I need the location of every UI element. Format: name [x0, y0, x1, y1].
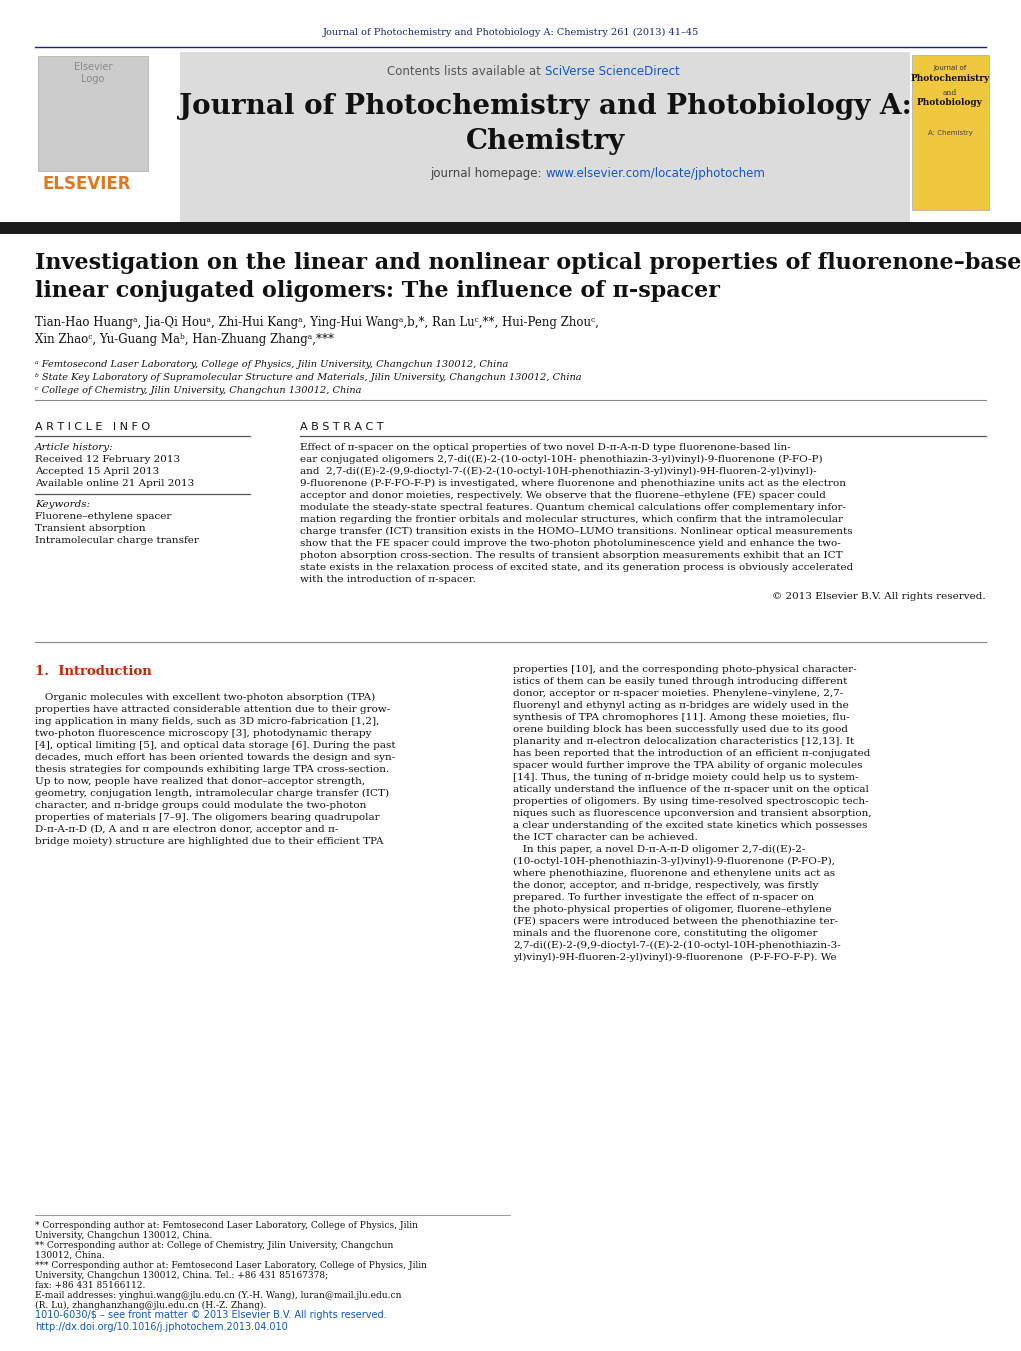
- Text: Intramolecular charge transfer: Intramolecular charge transfer: [35, 536, 199, 544]
- Text: Transient absorption: Transient absorption: [35, 524, 146, 534]
- Text: Photobiology: Photobiology: [917, 99, 983, 107]
- Text: ** Corresponding author at: College of Chemistry, Jilin University, Changchun: ** Corresponding author at: College of C…: [35, 1242, 393, 1250]
- Text: * Corresponding author at: Femtosecond Laser Laboratory, College of Physics, Jil: * Corresponding author at: Femtosecond L…: [35, 1221, 418, 1229]
- Text: donor, acceptor or π-spacer moieties. Phenylene–vinylene, 2,7-: donor, acceptor or π-spacer moieties. Ph…: [513, 689, 843, 698]
- Text: 9-fluorenone (P-F-FO-F-P) is investigated, where fluorenone and phenothiazine un: 9-fluorenone (P-F-FO-F-P) is investigate…: [300, 480, 846, 488]
- Text: ing application in many fields, such as 3D micro-fabrication [1,2],: ing application in many fields, such as …: [35, 717, 380, 725]
- Text: the ICT character can be achieved.: the ICT character can be achieved.: [513, 834, 697, 842]
- Text: (R. Lu), zhanghanzhang@jlu.edu.cn (H.-Z. Zhang).: (R. Lu), zhanghanzhang@jlu.edu.cn (H.-Z.…: [35, 1301, 266, 1310]
- Text: show that the FE spacer could improve the two-photon photoluminescence yield and: show that the FE spacer could improve th…: [300, 539, 840, 549]
- Text: 2,7-di((E)-2-(9,9-dioctyl-7-((E)-2-(10-octyl-10H-phenothiazin-3-: 2,7-di((E)-2-(9,9-dioctyl-7-((E)-2-(10-o…: [513, 942, 840, 950]
- Text: SciVerse ScienceDirect: SciVerse ScienceDirect: [545, 65, 680, 78]
- Text: properties [10], and the corresponding photo-physical character-: properties [10], and the corresponding p…: [513, 665, 857, 674]
- Text: the photo-physical properties of oligomer, fluorene–ethylene: the photo-physical properties of oligome…: [513, 905, 832, 915]
- Text: 1010-6030/$ – see front matter © 2013 Elsevier B.V. All rights reserved.: 1010-6030/$ – see front matter © 2013 El…: [35, 1310, 387, 1320]
- Text: spacer would further improve the TPA ability of organic molecules: spacer would further improve the TPA abi…: [513, 761, 863, 770]
- Text: (10-octyl-10H-phenothiazin-3-yl)vinyl)-9-fluorenone (P-FO-P),: (10-octyl-10H-phenothiazin-3-yl)vinyl)-9…: [513, 857, 835, 866]
- Text: (FE) spacers were introduced between the phenothiazine ter-: (FE) spacers were introduced between the…: [513, 917, 838, 927]
- Text: A B S T R A C T: A B S T R A C T: [300, 422, 384, 432]
- Text: decades, much effort has been oriented towards the design and syn-: decades, much effort has been oriented t…: [35, 753, 395, 762]
- Text: Article history:: Article history:: [35, 443, 113, 453]
- Text: planarity and π-electron delocalization characteristics [12,13]. It: planarity and π-electron delocalization …: [513, 738, 855, 746]
- Text: ᶜ College of Chemistry, Jilin University, Changchun 130012, China: ᶜ College of Chemistry, Jilin University…: [35, 386, 361, 394]
- Text: D-π-A-π-D (D, A and π are electron donor, acceptor and π-: D-π-A-π-D (D, A and π are electron donor…: [35, 825, 338, 834]
- Text: Fluorene–ethylene spacer: Fluorene–ethylene spacer: [35, 512, 172, 521]
- Text: Xin Zhaoᶜ, Yu-Guang Maᵇ, Han-Zhuang Zhangᵃ,***: Xin Zhaoᶜ, Yu-Guang Maᵇ, Han-Zhuang Zhan…: [35, 332, 334, 346]
- Text: [14]. Thus, the tuning of π-bridge moiety could help us to system-: [14]. Thus, the tuning of π-bridge moiet…: [513, 773, 859, 782]
- Text: bridge moiety) structure are highlighted due to their efficient TPA: bridge moiety) structure are highlighted…: [35, 838, 384, 846]
- Bar: [35, 51, 180, 222]
- Text: University, Changchun 130012, China. Tel.: +86 431 85167378;: University, Changchun 130012, China. Tel…: [35, 1271, 328, 1279]
- Text: fluorenyl and ethynyl acting as π-bridges are widely used in the: fluorenyl and ethynyl acting as π-bridge…: [513, 701, 848, 711]
- Text: Organic molecules with excellent two-photon absorption (TPA): Organic molecules with excellent two-pho…: [35, 693, 376, 703]
- Text: thesis strategies for compounds exhibiting large TPA cross-section.: thesis strategies for compounds exhibiti…: [35, 765, 389, 774]
- Text: http://dx.doi.org/10.1016/j.jphotochem.2013.04.010: http://dx.doi.org/10.1016/j.jphotochem.2…: [35, 1323, 288, 1332]
- Text: linear conjugated oligomers: The influence of π-spacer: linear conjugated oligomers: The influen…: [35, 280, 720, 303]
- Text: Elsevier
Logo: Elsevier Logo: [74, 62, 112, 84]
- Text: fax: +86 431 85166112.: fax: +86 431 85166112.: [35, 1281, 145, 1290]
- Text: properties of oligomers. By using time-resolved spectroscopic tech-: properties of oligomers. By using time-r…: [513, 797, 869, 807]
- Text: Tian-Hao Huangᵃ, Jia-Qi Houᵃ, Zhi-Hui Kangᵃ, Ying-Hui Wangᵃ,b,*, Ran Luᶜ,**, Hui: Tian-Hao Huangᵃ, Jia-Qi Houᵃ, Zhi-Hui Ka…: [35, 316, 599, 330]
- Text: E-mail addresses: yinghui.wang@jlu.edu.cn (Y.-H. Wang), luran@mail.jlu.edu.cn: E-mail addresses: yinghui.wang@jlu.edu.c…: [35, 1292, 401, 1300]
- Text: istics of them can be easily tuned through introducing different: istics of them can be easily tuned throu…: [513, 677, 847, 686]
- Text: 130012, China.: 130012, China.: [35, 1251, 105, 1260]
- Text: ᵇ State Key Laboratory of Supramolecular Structure and Materials, Jilin Universi: ᵇ State Key Laboratory of Supramolecular…: [35, 373, 582, 382]
- Text: A R T I C L E   I N F O: A R T I C L E I N F O: [35, 422, 150, 432]
- Text: Received 12 February 2013: Received 12 February 2013: [35, 455, 180, 463]
- Text: Chemistry: Chemistry: [466, 128, 625, 155]
- Text: properties have attracted considerable attention due to their grow-: properties have attracted considerable a…: [35, 705, 390, 713]
- Text: *** Corresponding author at: Femtosecond Laser Laboratory, College of Physics, J: *** Corresponding author at: Femtosecond…: [35, 1260, 427, 1270]
- Text: Keywords:: Keywords:: [35, 500, 90, 509]
- Text: synthesis of TPA chromophores [11]. Among these moieties, flu-: synthesis of TPA chromophores [11]. Amon…: [513, 713, 849, 721]
- Text: Journal of Photochemistry and Photobiology A: Chemistry 261 (2013) 41–45: Journal of Photochemistry and Photobiolo…: [323, 28, 698, 36]
- Bar: [912, 55, 989, 209]
- Text: minals and the fluorenone core, constituting the oligomer: minals and the fluorenone core, constitu…: [513, 929, 818, 938]
- Text: atically understand the influence of the π-spacer unit on the optical: atically understand the influence of the…: [513, 785, 869, 794]
- Text: orene building block has been successfully used due to its good: orene building block has been successful…: [513, 725, 848, 734]
- Text: and  2,7-di((E)-2-(9,9-dioctyl-7-((E)-2-(10-octyl-10H-phenothiazin-3-yl)vinyl)-9: and 2,7-di((E)-2-(9,9-dioctyl-7-((E)-2-(…: [300, 467, 817, 476]
- Text: In this paper, a novel D-π-A-π-D oligomer 2,7-di((E)-2-: In this paper, a novel D-π-A-π-D oligome…: [513, 844, 806, 854]
- Text: 1.  Introduction: 1. Introduction: [35, 665, 152, 678]
- Text: Photochemistry: Photochemistry: [911, 74, 989, 82]
- Bar: [38, 55, 148, 172]
- Text: Investigation on the linear and nonlinear optical properties of fluorenone–based: Investigation on the linear and nonlinea…: [35, 253, 1021, 274]
- Text: charge transfer (ICT) transition exists in the HOMO–LUMO transitions. Nonlinear : charge transfer (ICT) transition exists …: [300, 527, 853, 536]
- Text: with the introduction of π-spacer.: with the introduction of π-spacer.: [300, 576, 476, 584]
- Text: acceptor and donor moieties, respectively. We observe that the fluorene–ethylene: acceptor and donor moieties, respectivel…: [300, 490, 826, 500]
- Text: geometry, conjugation length, intramolecular charge transfer (ICT): geometry, conjugation length, intramolec…: [35, 789, 389, 798]
- Text: [4], optical limiting [5], and optical data storage [6]. During the past: [4], optical limiting [5], and optical d…: [35, 740, 395, 750]
- Text: © 2013 Elsevier B.V. All rights reserved.: © 2013 Elsevier B.V. All rights reserved…: [772, 592, 986, 601]
- Text: a clear understanding of the excited state kinetics which possesses: a clear understanding of the excited sta…: [513, 821, 868, 830]
- Text: two-photon fluorescence microscopy [3], photodynamic therapy: two-photon fluorescence microscopy [3], …: [35, 730, 372, 738]
- Text: ear conjugated oligomers 2,7-di((E)-2-(10-octyl-10H- phenothiazin-3-yl)vinyl)-9-: ear conjugated oligomers 2,7-di((E)-2-(1…: [300, 455, 823, 465]
- Text: mation regarding the frontier orbitals and molecular structures, which confirm t: mation regarding the frontier orbitals a…: [300, 515, 843, 524]
- Text: Effect of π-spacer on the optical properties of two novel D-π-A-π-D type fluoren: Effect of π-spacer on the optical proper…: [300, 443, 790, 453]
- Text: A: Chemistry: A: Chemistry: [927, 130, 972, 136]
- Text: journal homepage:: journal homepage:: [430, 168, 545, 180]
- Text: photon absorption cross-section. The results of transient absorption measurement: photon absorption cross-section. The res…: [300, 551, 842, 561]
- Text: has been reported that the introduction of an efficient π-conjugated: has been reported that the introduction …: [513, 748, 870, 758]
- Text: www.elsevier.com/locate/jphotochem: www.elsevier.com/locate/jphotochem: [545, 168, 765, 180]
- Text: where phenothiazine, fluorenone and ethenylene units act as: where phenothiazine, fluorenone and ethe…: [513, 869, 835, 878]
- Text: Up to now, people have realized that donor–acceptor strength,: Up to now, people have realized that don…: [35, 777, 366, 786]
- Text: Journal of: Journal of: [933, 65, 967, 72]
- Text: ELSEVIER: ELSEVIER: [42, 176, 131, 193]
- Text: Available online 21 April 2013: Available online 21 April 2013: [35, 480, 194, 488]
- Text: modulate the steady-state spectral features. Quantum chemical calculations offer: modulate the steady-state spectral featu…: [300, 503, 846, 512]
- Text: University, Changchun 130012, China.: University, Changchun 130012, China.: [35, 1231, 212, 1240]
- Text: Contents lists available at: Contents lists available at: [387, 65, 545, 78]
- Text: ᵃ Femtosecond Laser Laboratory, College of Physics, Jilin University, Changchun : ᵃ Femtosecond Laser Laboratory, College …: [35, 359, 508, 369]
- Text: prepared. To further investigate the effect of π-spacer on: prepared. To further investigate the eff…: [513, 893, 814, 902]
- Text: yl)vinyl)-9H-fluoren-2-yl)vinyl)-9-fluorenone  (P-F-FO-F-P). We: yl)vinyl)-9H-fluoren-2-yl)vinyl)-9-fluor…: [513, 952, 836, 962]
- Text: and: and: [942, 89, 957, 97]
- Bar: [180, 51, 910, 222]
- Text: properties of materials [7–9]. The oligomers bearing quadrupolar: properties of materials [7–9]. The oligo…: [35, 813, 380, 821]
- Bar: [0, 222, 1021, 234]
- Text: character, and π-bridge groups could modulate the two-photon: character, and π-bridge groups could mod…: [35, 801, 367, 811]
- Text: Journal of Photochemistry and Photobiology A:: Journal of Photochemistry and Photobiolo…: [179, 93, 912, 120]
- Text: state exists in the relaxation process of excited state, and its generation proc: state exists in the relaxation process o…: [300, 563, 854, 571]
- Text: Accepted 15 April 2013: Accepted 15 April 2013: [35, 467, 159, 476]
- Text: niques such as fluorescence upconversion and transient absorption,: niques such as fluorescence upconversion…: [513, 809, 872, 817]
- Text: the donor, acceptor, and π-bridge, respectively, was firstly: the donor, acceptor, and π-bridge, respe…: [513, 881, 819, 890]
